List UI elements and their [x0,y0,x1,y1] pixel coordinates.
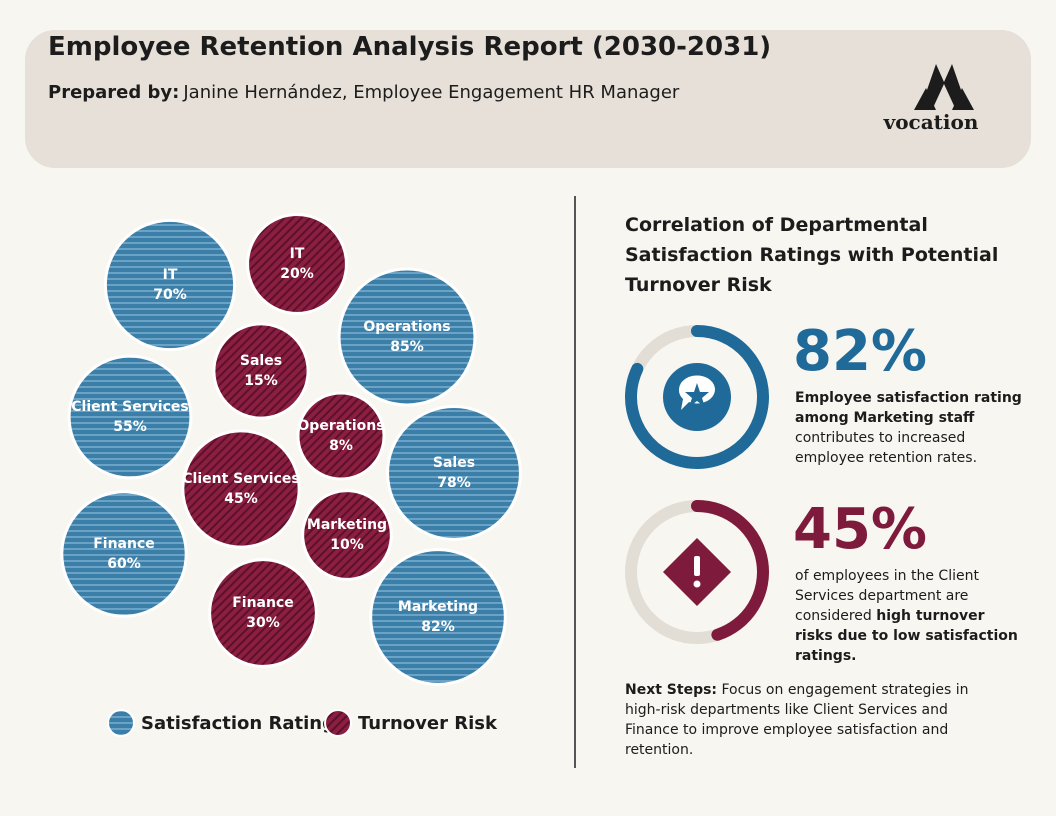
bubble [337,267,477,407]
next-steps: Next Steps: Focus on engagement strategi… [625,680,1005,760]
bubble [208,558,318,668]
stat-desc: of employees in the Client Services depa… [795,566,1025,666]
prepared-by: Prepared by: Janine Hernández, Employee E… [48,82,679,103]
next-steps-label: Next Steps: [625,682,718,698]
bubble-category: Sales [433,455,475,471]
report-title: Employee Retention Analysis Report (2030… [48,32,772,62]
stat-text: of employees in the Client Services depa… [795,568,979,624]
bubble [296,391,386,481]
bubble [386,405,522,541]
bubble-category: Client Services [182,471,299,487]
bubble-category: Operations [363,319,450,335]
bubble-category: Finance [232,595,294,611]
bubble-category: IT [163,267,178,283]
stat-bold: high turnover risks due to low satisfact… [795,608,1018,664]
bubble-value: 20% [280,266,314,282]
ring-arc [625,325,769,469]
logo-icon [914,64,974,110]
bubble-value: 15% [244,373,278,389]
logo-text: vocation [883,110,979,134]
bubble-category: Marketing [398,599,478,615]
bubble-value: 10% [330,537,364,553]
bubble-value: 8% [329,438,353,454]
bubble-value: 70% [153,287,187,303]
bubble [369,548,507,686]
icon-warning [663,538,731,606]
stat-bold: Employee satisfaction rating among Marke… [795,390,1022,426]
legend-swatch [107,709,135,737]
next-steps-text: Focus on engagement strategies in high-r… [625,682,969,758]
bubble-value: 60% [107,556,141,572]
icon-star [663,363,731,431]
bubble-category: Client Services [71,399,188,415]
bubble-category: IT [290,246,305,262]
header-band [25,30,1031,168]
legend-label: Satisfaction Rating [141,713,335,734]
bubble [301,489,393,581]
bubble-chart: IT 70% Operations 85% Client Services 55% Sale… [60,213,522,737]
bubble-value: 85% [390,339,424,355]
bubble [246,213,348,315]
bubble [67,354,193,480]
bubble-value: 45% [224,491,258,507]
stat-rings [625,325,769,644]
bubble [212,322,310,420]
bubble-category: Operations [297,418,384,434]
stat-number: 45% [793,497,928,562]
prepared-by-name: Janine Hernández, Employee Engagement HR… [183,82,680,103]
bubble-value: 55% [113,419,147,435]
bubble-category: Marketing [307,517,387,533]
prepared-by-label: Prepared by: [48,82,180,103]
bubble-value: 78% [437,475,471,491]
bubble-value: 82% [421,619,455,635]
bubble [103,218,237,352]
panel-title: Correlation of Departmental Satisfaction… [625,214,999,296]
legend-label: Turnover Risk [358,713,498,734]
divider [574,196,576,768]
legend-swatch [324,709,352,737]
bubble-category: Finance [93,536,155,552]
stat-desc: Employee satisfaction rating among Marke… [795,388,1025,468]
bubble [181,429,301,549]
bubble-value: 30% [246,615,280,631]
bubble-category: Sales [240,353,282,369]
stat-text: contributes to increased employee retent… [795,430,978,466]
bubble [60,490,188,618]
stat-number: 82% [793,319,928,384]
ring-arc [691,500,769,641]
